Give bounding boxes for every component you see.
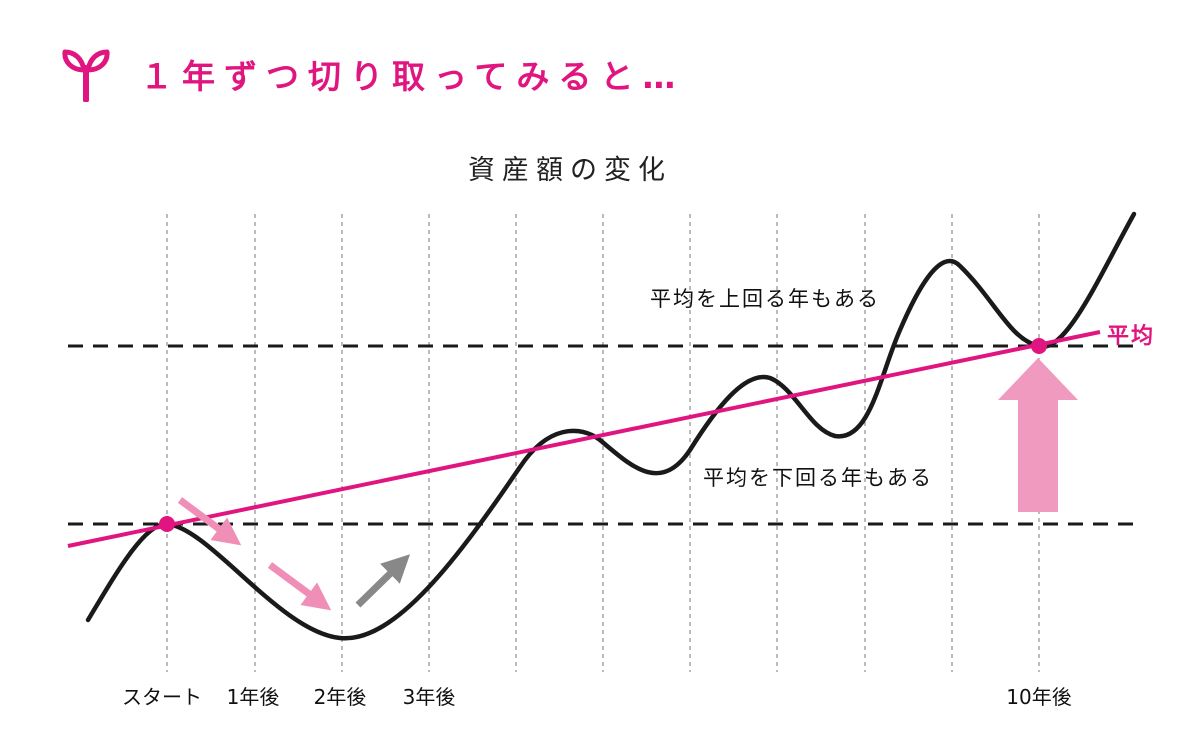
- start-marker: [159, 516, 175, 532]
- x-label-year-3: 3年後: [402, 685, 456, 709]
- asset-value-curve: [85, 211, 1137, 641]
- above-average-note: 平均を上回る年もある: [650, 287, 880, 311]
- chart-title: 資産額の変化: [468, 155, 672, 186]
- header-title: １年ずつ切り取ってみると…: [140, 57, 685, 96]
- year-10-marker: [1031, 338, 1047, 354]
- section-header: １年ずつ切り取ってみると…: [62, 46, 684, 102]
- x-label-start: スタート: [122, 685, 202, 709]
- average-label: 平均: [1107, 324, 1156, 349]
- below-average-note: 平均を下回る年もある: [703, 466, 933, 490]
- x-label-year-1: 1年後: [226, 685, 280, 709]
- decline-arrow-2: [267, 562, 332, 611]
- x-label-year-2: 2年後: [313, 685, 367, 709]
- sprout-icon: [62, 49, 110, 102]
- average-trend-line: [67, 330, 1101, 548]
- large-up-arrow: [998, 358, 1078, 512]
- x-label-year-10: 10年後: [1006, 685, 1072, 709]
- decline-arrow-1: [177, 497, 242, 546]
- rise-arrow: [355, 554, 411, 608]
